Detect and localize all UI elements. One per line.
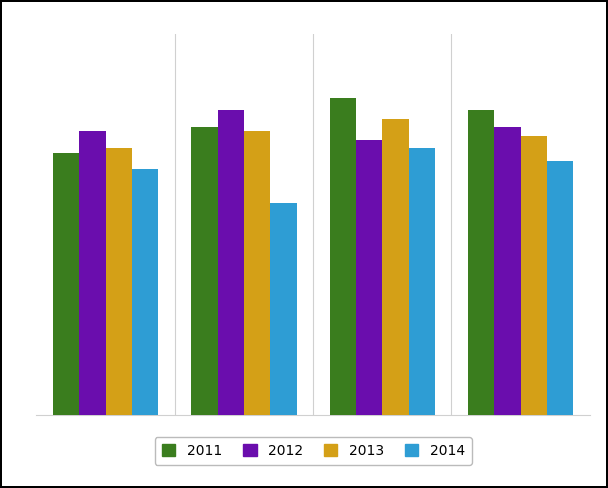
Bar — [244, 131, 270, 415]
Bar — [132, 169, 158, 415]
Bar — [356, 140, 382, 415]
Bar — [270, 203, 297, 415]
Legend: 2011, 2012, 2013, 2014: 2011, 2012, 2013, 2014 — [154, 437, 472, 465]
Bar — [520, 136, 547, 415]
Bar — [382, 119, 409, 415]
Bar — [330, 98, 356, 415]
Bar — [80, 131, 106, 415]
Bar — [468, 110, 494, 415]
Bar — [494, 127, 520, 415]
Bar — [53, 153, 80, 415]
Bar — [106, 148, 132, 415]
Bar — [409, 148, 435, 415]
Bar — [192, 127, 218, 415]
Bar — [547, 161, 573, 415]
Bar — [218, 110, 244, 415]
